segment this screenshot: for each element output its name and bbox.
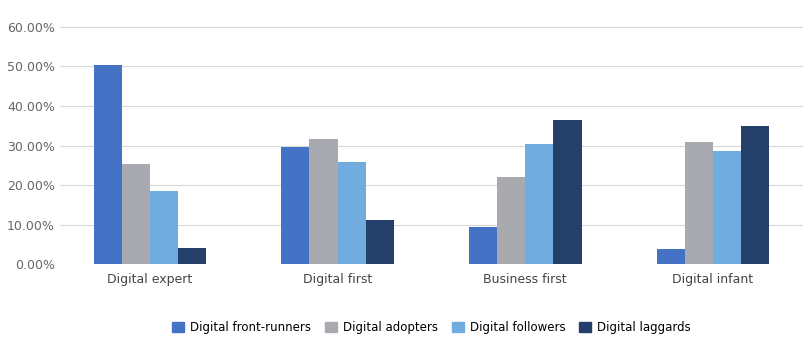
Bar <box>281 147 309 264</box>
Bar <box>741 126 769 264</box>
Bar <box>150 191 178 264</box>
Bar <box>122 164 150 264</box>
Bar <box>309 139 338 264</box>
Bar <box>469 227 497 264</box>
Bar <box>94 65 122 264</box>
Bar <box>178 248 207 264</box>
Bar <box>553 120 582 264</box>
Bar <box>497 177 525 264</box>
Bar <box>684 142 713 264</box>
Bar <box>657 249 684 264</box>
Bar <box>338 162 366 264</box>
Bar <box>713 151 741 264</box>
Bar <box>525 144 553 264</box>
Bar <box>366 220 394 264</box>
Legend: Digital front-runners, Digital adopters, Digital followers, Digital laggards: Digital front-runners, Digital adopters,… <box>168 317 696 339</box>
